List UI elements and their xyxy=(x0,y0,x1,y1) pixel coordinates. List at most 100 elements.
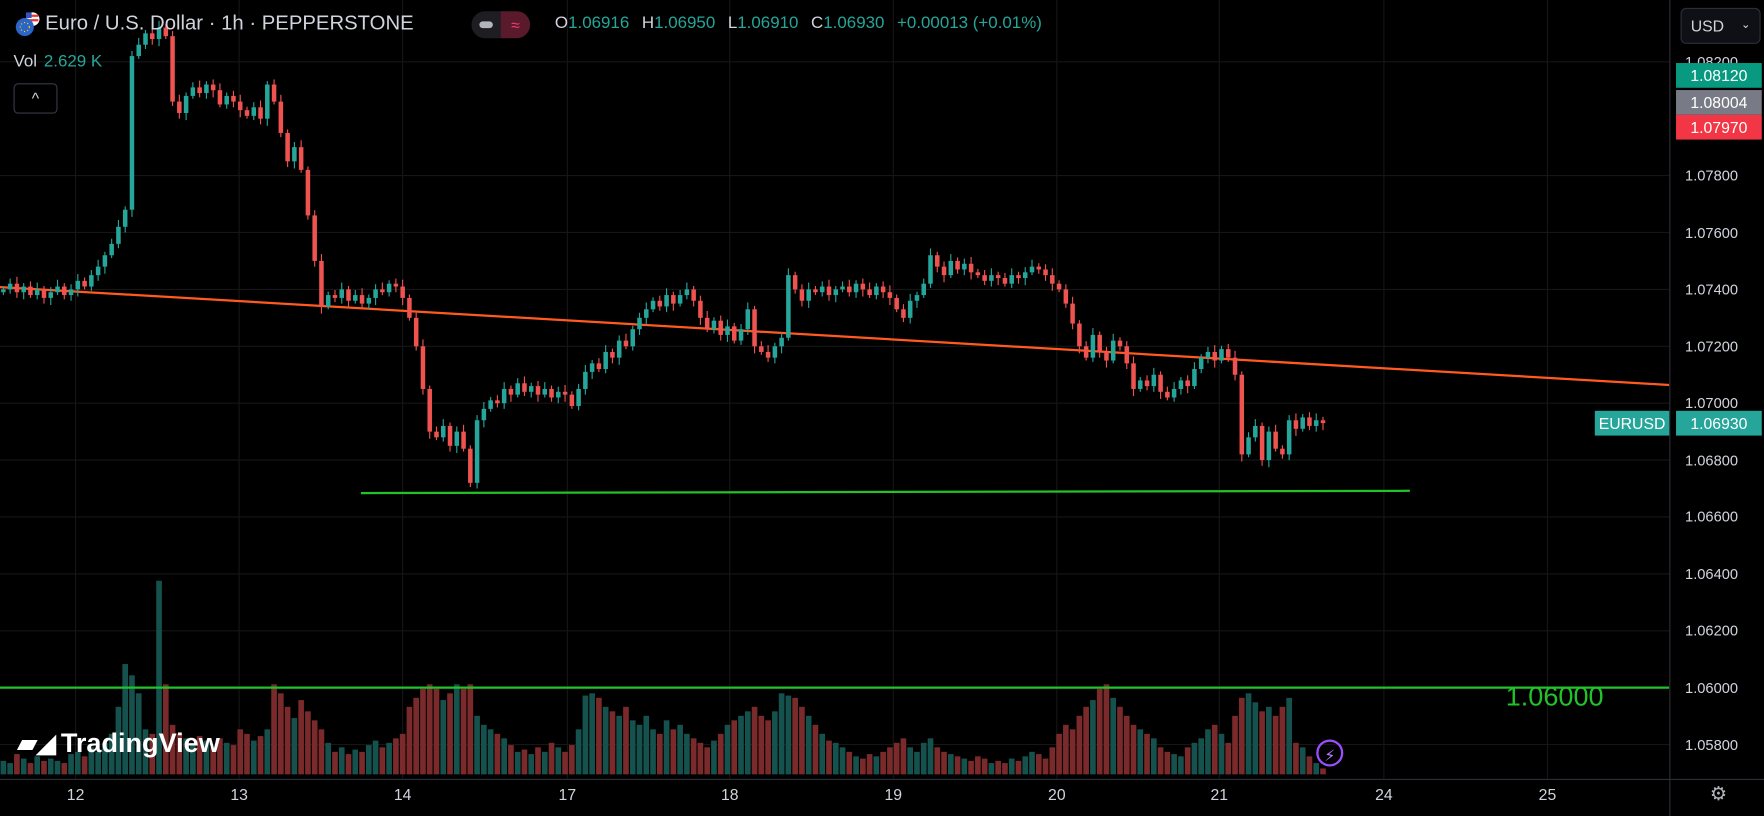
candle-body xyxy=(224,95,229,105)
volume-bar xyxy=(602,706,609,775)
candle-body xyxy=(1043,269,1048,276)
volume-bar xyxy=(460,688,467,775)
candle-body xyxy=(549,388,554,398)
volume-bar xyxy=(190,742,196,775)
volume-bar xyxy=(1259,711,1265,775)
volume-bar xyxy=(860,758,866,775)
volume-bar xyxy=(690,738,697,775)
candle-body xyxy=(1131,363,1136,389)
volume-bar xyxy=(927,738,934,775)
volume-bar xyxy=(332,751,338,775)
volume-bar xyxy=(873,756,880,775)
candle-body xyxy=(833,289,839,296)
volume-bar xyxy=(548,742,555,775)
candle-body xyxy=(305,169,311,216)
tradingview-logo[interactable]: ▰◢ TradingView xyxy=(17,727,220,760)
symbol-title[interactable]: Euro / U.S. Dollar · 1h · PEPPERSTONE xyxy=(45,11,414,34)
candle-body xyxy=(102,255,108,267)
collapse-legend-button[interactable]: ^ xyxy=(13,83,58,114)
volume-bar xyxy=(1184,747,1191,775)
volume-bar xyxy=(393,738,399,775)
volume-bar xyxy=(474,715,480,775)
volume-bar xyxy=(1171,754,1177,775)
high-value: 1.06950 xyxy=(654,13,716,33)
candle-body xyxy=(481,408,487,421)
candle-body xyxy=(346,289,351,301)
candle-body xyxy=(1083,346,1089,358)
volume-bar xyxy=(636,724,643,775)
candle-body xyxy=(400,286,405,298)
candle-body xyxy=(1293,420,1299,429)
candle-body xyxy=(718,320,723,335)
candle-body xyxy=(623,340,629,347)
candle-body xyxy=(556,391,561,398)
candle-body xyxy=(237,101,243,111)
gear-icon[interactable]: ⚙ xyxy=(1709,783,1728,805)
candle-body xyxy=(1158,374,1163,392)
candle-body xyxy=(650,300,656,310)
volume-bar xyxy=(528,754,535,775)
volume-bar xyxy=(447,693,453,775)
candle-body xyxy=(156,27,162,40)
volume-bar xyxy=(1198,738,1205,775)
volume-bar xyxy=(494,733,501,775)
candle-body xyxy=(1097,334,1102,352)
price-tick-label: 1.06600 xyxy=(1685,508,1739,526)
volume-bar xyxy=(291,718,298,775)
candle-body xyxy=(731,326,737,341)
candle-body xyxy=(691,289,696,301)
high-label: H xyxy=(641,13,655,33)
candle-body xyxy=(163,27,169,37)
volume-bar xyxy=(609,711,616,775)
close-label: C xyxy=(811,13,824,33)
wave-icon[interactable]: ≈ xyxy=(500,11,531,39)
change-value: +0.00013 (+0.01%) xyxy=(897,13,1042,33)
volume-bar xyxy=(1103,684,1110,775)
candle-body xyxy=(853,283,859,293)
candle-body xyxy=(867,289,872,296)
open-label: O xyxy=(554,13,569,33)
candle-body xyxy=(116,226,121,244)
candle-body xyxy=(190,87,196,96)
candle-body xyxy=(1036,266,1042,270)
price-chart-plot[interactable] xyxy=(0,0,1670,779)
volume-bar xyxy=(765,720,771,775)
candle-body xyxy=(434,431,439,438)
candle-body xyxy=(454,431,460,446)
volume-bar xyxy=(0,760,7,775)
price-tick-label: 1.07200 xyxy=(1685,337,1739,355)
candle-body xyxy=(1307,417,1312,426)
candle-body xyxy=(1050,275,1055,284)
volume-legend[interactable]: Vol 2.629 K xyxy=(14,52,103,71)
candle-body xyxy=(644,309,649,318)
candle-body xyxy=(1165,391,1170,398)
volume-bar xyxy=(887,747,893,775)
candle-body xyxy=(1198,357,1204,370)
candle-body xyxy=(68,289,74,296)
candle-body xyxy=(515,383,520,395)
volume-bar xyxy=(284,706,291,775)
volume-bar xyxy=(717,733,724,775)
chart-mode-toggle[interactable]: ≈ xyxy=(471,11,531,39)
price-tick-label: 1.07000 xyxy=(1685,394,1739,412)
volume-bar xyxy=(1110,697,1117,775)
candle-body xyxy=(874,286,879,296)
volume-bar xyxy=(203,740,210,775)
currency-select[interactable]: USD ⌄ xyxy=(1680,7,1761,44)
candle-body xyxy=(1070,303,1075,324)
candle-body xyxy=(914,295,920,301)
candle-body xyxy=(373,289,378,298)
volume-bar xyxy=(981,758,988,775)
volume-bar xyxy=(1083,706,1089,775)
volume-bar xyxy=(589,693,595,775)
lightning-icon[interactable]: ⚡ xyxy=(1316,739,1344,767)
volume-bar xyxy=(156,580,162,775)
candle-body xyxy=(752,309,757,347)
volume-bar xyxy=(305,711,311,775)
volume-bar xyxy=(866,754,873,775)
volume-bar xyxy=(778,693,785,775)
candle-body xyxy=(34,289,40,296)
bar-icon[interactable] xyxy=(471,11,500,38)
volume-bar xyxy=(1320,768,1326,775)
volume-bar xyxy=(569,745,575,775)
